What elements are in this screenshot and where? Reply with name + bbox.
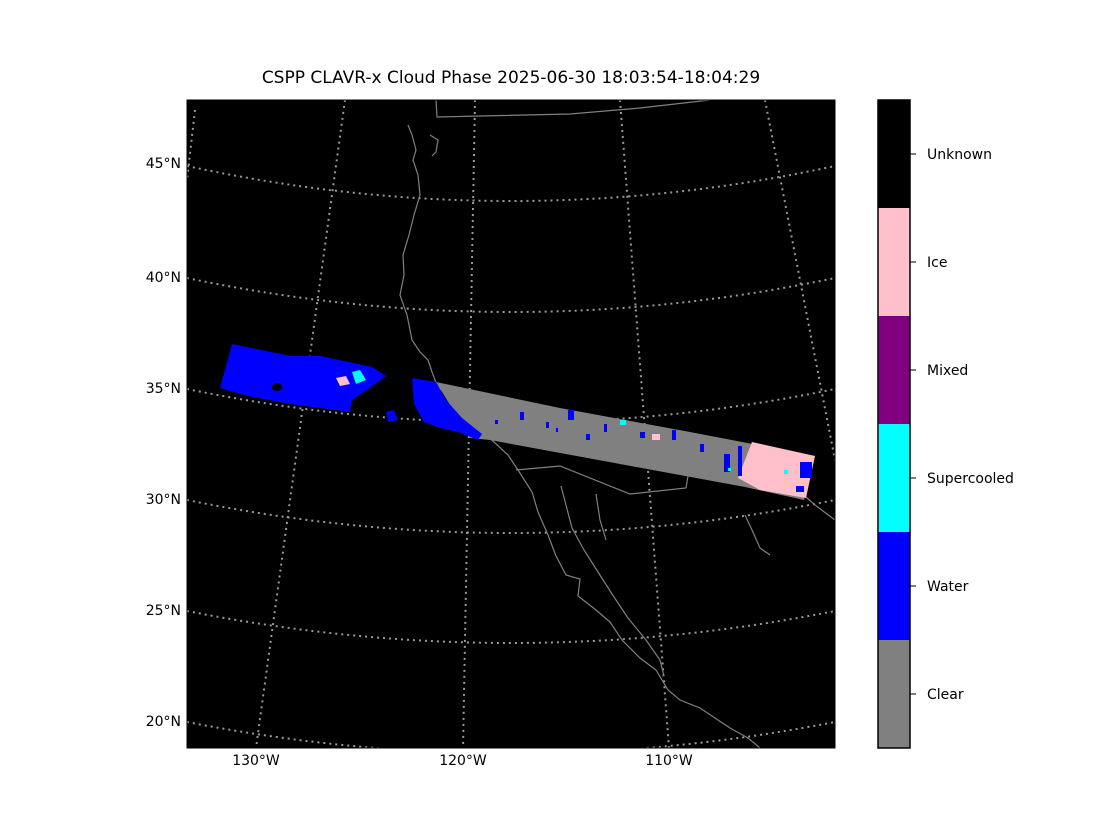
clear-gap	[272, 383, 282, 391]
supercooled-speckles	[620, 420, 788, 474]
colorbar-swatch-unknown	[878, 100, 910, 208]
water-region-west	[220, 344, 386, 412]
swath-east	[412, 378, 815, 500]
colorbar-label-clear: Clear	[927, 687, 964, 703]
coastlines	[399, 100, 835, 748]
colorbar: Unknown Ice Mixed Supercooled Water Clear	[877, 99, 1014, 749]
lat-label: 30°N	[146, 492, 181, 508]
colorbar-label-unknown: Unknown	[927, 147, 992, 163]
ice-patch-west	[336, 376, 350, 386]
map-panel[interactable]	[186, 99, 836, 754]
colorbar-label-mixed: Mixed	[927, 363, 968, 379]
lat-label: 20°N	[146, 714, 181, 730]
ice-region-east	[738, 442, 815, 498]
colorbar-label-water: Water	[927, 579, 969, 595]
lat-label: 35°N	[146, 381, 181, 397]
lat-label: 40°N	[146, 270, 181, 286]
colorbar-swatch-mixed	[878, 316, 910, 424]
clear-swath	[436, 382, 815, 500]
colorbar-label-supercooled: Supercooled	[927, 471, 1014, 487]
ice-speckles	[652, 434, 660, 440]
lon-label: 130°W	[232, 753, 280, 769]
colorbar-swatch-water	[878, 532, 910, 640]
colorbar-swatch-supercooled	[878, 424, 910, 532]
swath-west	[220, 344, 398, 422]
map-frame	[186, 99, 836, 749]
lat-label: 45°N	[146, 156, 181, 172]
latitude-labels: 45°N 40°N 35°N 30°N 25°N 20°N	[146, 156, 181, 730]
longitude-labels: 130°W 120°W 110°W	[232, 753, 693, 769]
latitude-gridlines	[187, 165, 835, 748]
lon-label: 120°W	[439, 753, 487, 769]
colorbar-swatch-ice	[878, 208, 910, 316]
colorbar-swatch-clear	[878, 640, 910, 748]
supercooled-patch-west	[352, 370, 366, 384]
colorbar-label-ice: Ice	[927, 255, 947, 271]
map-title: CSPP CLAVR-x Cloud Phase 2025-06-30 18:0…	[261, 68, 761, 88]
lat-label: 25°N	[146, 603, 181, 619]
colorbar-frame	[877, 99, 911, 749]
water-region-coast	[412, 378, 482, 440]
water-blob	[386, 410, 398, 422]
lon-label: 110°W	[645, 753, 693, 769]
water-speckles	[495, 410, 812, 492]
